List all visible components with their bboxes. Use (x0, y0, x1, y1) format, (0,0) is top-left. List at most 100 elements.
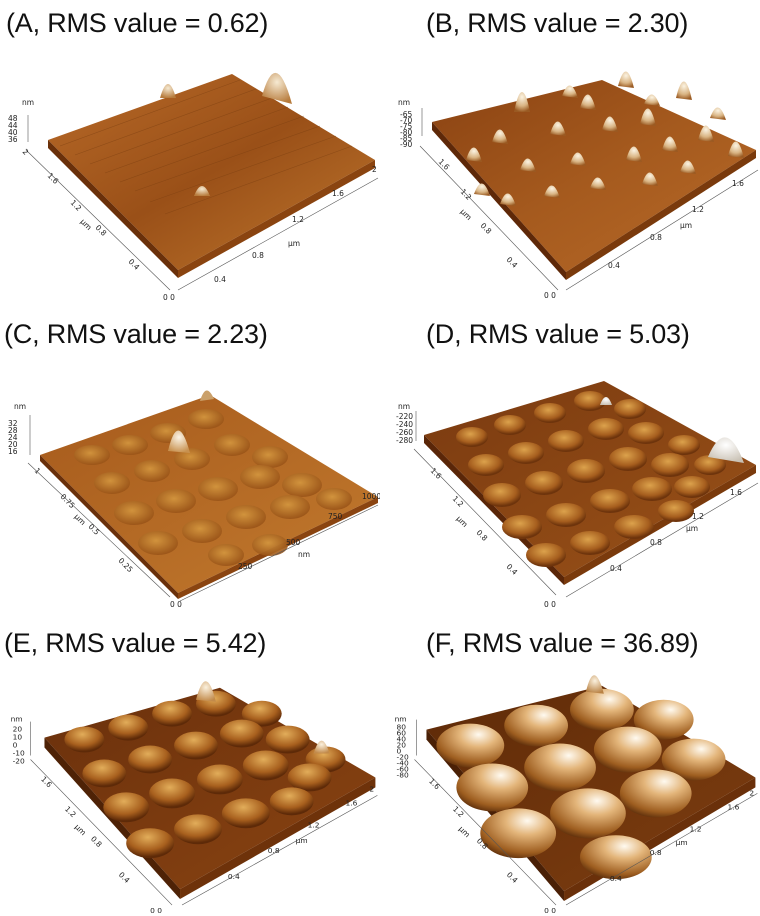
y-tick-label: 0.4 (505, 255, 520, 270)
x-tick-label: 1.6 (730, 488, 742, 497)
z-unit-label: nm (398, 402, 410, 411)
y-unit-label: µm (455, 514, 470, 529)
afm-panel-b: (B, RMS value = 2.30) (380, 0, 760, 305)
z-tick-label: -10 (13, 749, 25, 758)
x-tick-label: 0.4 (610, 564, 622, 573)
afm-panel-f: (F, RMS value = 36.89) (380, 610, 760, 915)
z-tick-label: -20 (13, 756, 25, 765)
surface-peak (262, 72, 292, 104)
surface-peak (313, 740, 330, 754)
x-tick-label: 0.4 (214, 275, 226, 284)
x-tick-label: 500 (286, 538, 301, 547)
z-tick-label: -90 (400, 140, 412, 149)
origin-label: 0 0 (150, 906, 162, 915)
y-unit-label: µm (73, 512, 88, 527)
y-unit-label: µm (79, 217, 94, 232)
z-unit-label: nm (22, 98, 34, 107)
x-tick-label: 1.6 (332, 189, 344, 198)
y-tick-label: 0.5 (87, 522, 102, 537)
y-tick-label: 0.25 (117, 556, 135, 574)
origin-label: 0 0 (544, 906, 556, 915)
panel-caption: (C, RMS value = 2.23) (4, 319, 268, 349)
surface-domes (456, 391, 726, 567)
x-tick-label: 0.4 (610, 874, 622, 883)
x-tick-label: 1.6 (732, 179, 744, 188)
afm-surface-plot: nm 32 28 24 20 16 0.25 0.5 0.75 1 µm 250… (8, 390, 380, 609)
y-tick-label: 1.2 (63, 804, 78, 819)
surface-peak (168, 430, 190, 453)
x-tick-label: 1.6 (727, 802, 739, 811)
z-tick-label: 20 (397, 741, 407, 750)
x-unit-label: µm (296, 836, 308, 845)
x-unit-label: µm (680, 221, 692, 230)
x-unit-label: µm (686, 524, 698, 533)
z-tick-label: 16 (8, 447, 18, 456)
x-tick-label: 1.6 (345, 798, 357, 807)
y-unit-label: µm (459, 207, 474, 222)
z-tick-label: 28 (8, 426, 18, 435)
z-tick-label: -70 (400, 116, 412, 125)
z-tick-label: 48 (8, 114, 18, 123)
x-tick-label: 750 (328, 512, 343, 521)
y-tick-label: 1.6 (437, 157, 452, 172)
afm-panel-d: (D, RMS value = 5.03) (380, 305, 760, 610)
z-tick-label: 20 (13, 725, 23, 734)
y-tick-label: 0.4 (127, 257, 142, 272)
z-tick-label: 0 (397, 747, 402, 756)
z-tick-label: 0 (13, 741, 18, 750)
z-tick-label: -240 (396, 420, 413, 429)
y-tick-label: 0.4 (117, 870, 132, 885)
surface-peak (708, 437, 744, 463)
afm-surface-plot: nm 20 10 0 -10 -20 0.4 0.8 1.2 1.6 µm 0.… (11, 681, 378, 915)
y-tick-label: 0.4 (505, 870, 520, 885)
x-tick-label: 0.8 (650, 848, 662, 857)
afm-surface-plot: nm -65 -70 -75 -80 -85 -90 0.4 0.8 1.2 1… (398, 71, 759, 300)
y-unit-label: µm (73, 822, 88, 837)
z-tick-label: 40 (397, 735, 407, 744)
afm-panel-c: (C, RMS value = 2.23) (0, 305, 380, 610)
z-tick-label: 20 (8, 440, 18, 449)
y-tick-label: 1.2 (69, 198, 84, 213)
surface-side-left (48, 140, 178, 278)
y-tick-label: 1.2 (451, 804, 466, 819)
afm-surface-plot: nm 48 44 40 36 0.4 0.8 1.2 1.6 2 µm 0.4 … (8, 72, 379, 302)
y-tick-label: 1.2 (451, 494, 466, 509)
z-unit-label: nm (398, 98, 410, 107)
z-tick-label: 44 (8, 121, 18, 130)
y-tick-label: 0.8 (94, 223, 109, 238)
z-tick-label: 60 (397, 729, 407, 738)
z-tick-label: -280 (396, 436, 413, 445)
z-tick-label: -20 (397, 753, 409, 762)
x-tick-label: 1.2 (692, 205, 704, 214)
panel-caption: (A, RMS value = 0.62) (6, 8, 269, 38)
z-unit-label: nm (395, 715, 407, 724)
origin-label: 0 0 (544, 291, 556, 300)
surface-peak (200, 390, 214, 401)
origin-label: 0 0 (163, 293, 175, 302)
surface-spikes (466, 71, 744, 206)
x-unit-label: µm (676, 838, 688, 847)
surface-hemispheres (436, 688, 726, 880)
x-tick-label: 0.4 (608, 261, 620, 270)
y-tick-label: 1.6 (46, 171, 61, 186)
surface-peak (160, 84, 176, 98)
x-tick-label: 0.8 (268, 846, 280, 855)
z-tick-label: 36 (8, 135, 18, 144)
y-tick-label: 1.6 (429, 466, 444, 481)
surface-side-right (564, 465, 756, 585)
x-unit-label: nm (298, 550, 310, 559)
x-tick-label: 1000 (362, 492, 380, 501)
afm-panel-a: (A, RMS value = 0.62) (0, 0, 380, 305)
y-tick-label: 0.8 (479, 221, 494, 236)
surface-peak (585, 675, 604, 694)
origin-label: 0 0 (544, 600, 556, 609)
y-tick-label: 0.4 (505, 562, 520, 577)
z-unit-label: nm (11, 715, 23, 724)
origin-label: 0 0 (170, 600, 182, 609)
surface-side-right (180, 777, 376, 900)
y-unit-label: µm (457, 824, 472, 839)
panel-caption: (F, RMS value = 36.89) (426, 628, 699, 658)
surface-side-left (40, 455, 178, 599)
surface-top (48, 74, 375, 270)
x-tick-label: 0.8 (252, 251, 264, 260)
